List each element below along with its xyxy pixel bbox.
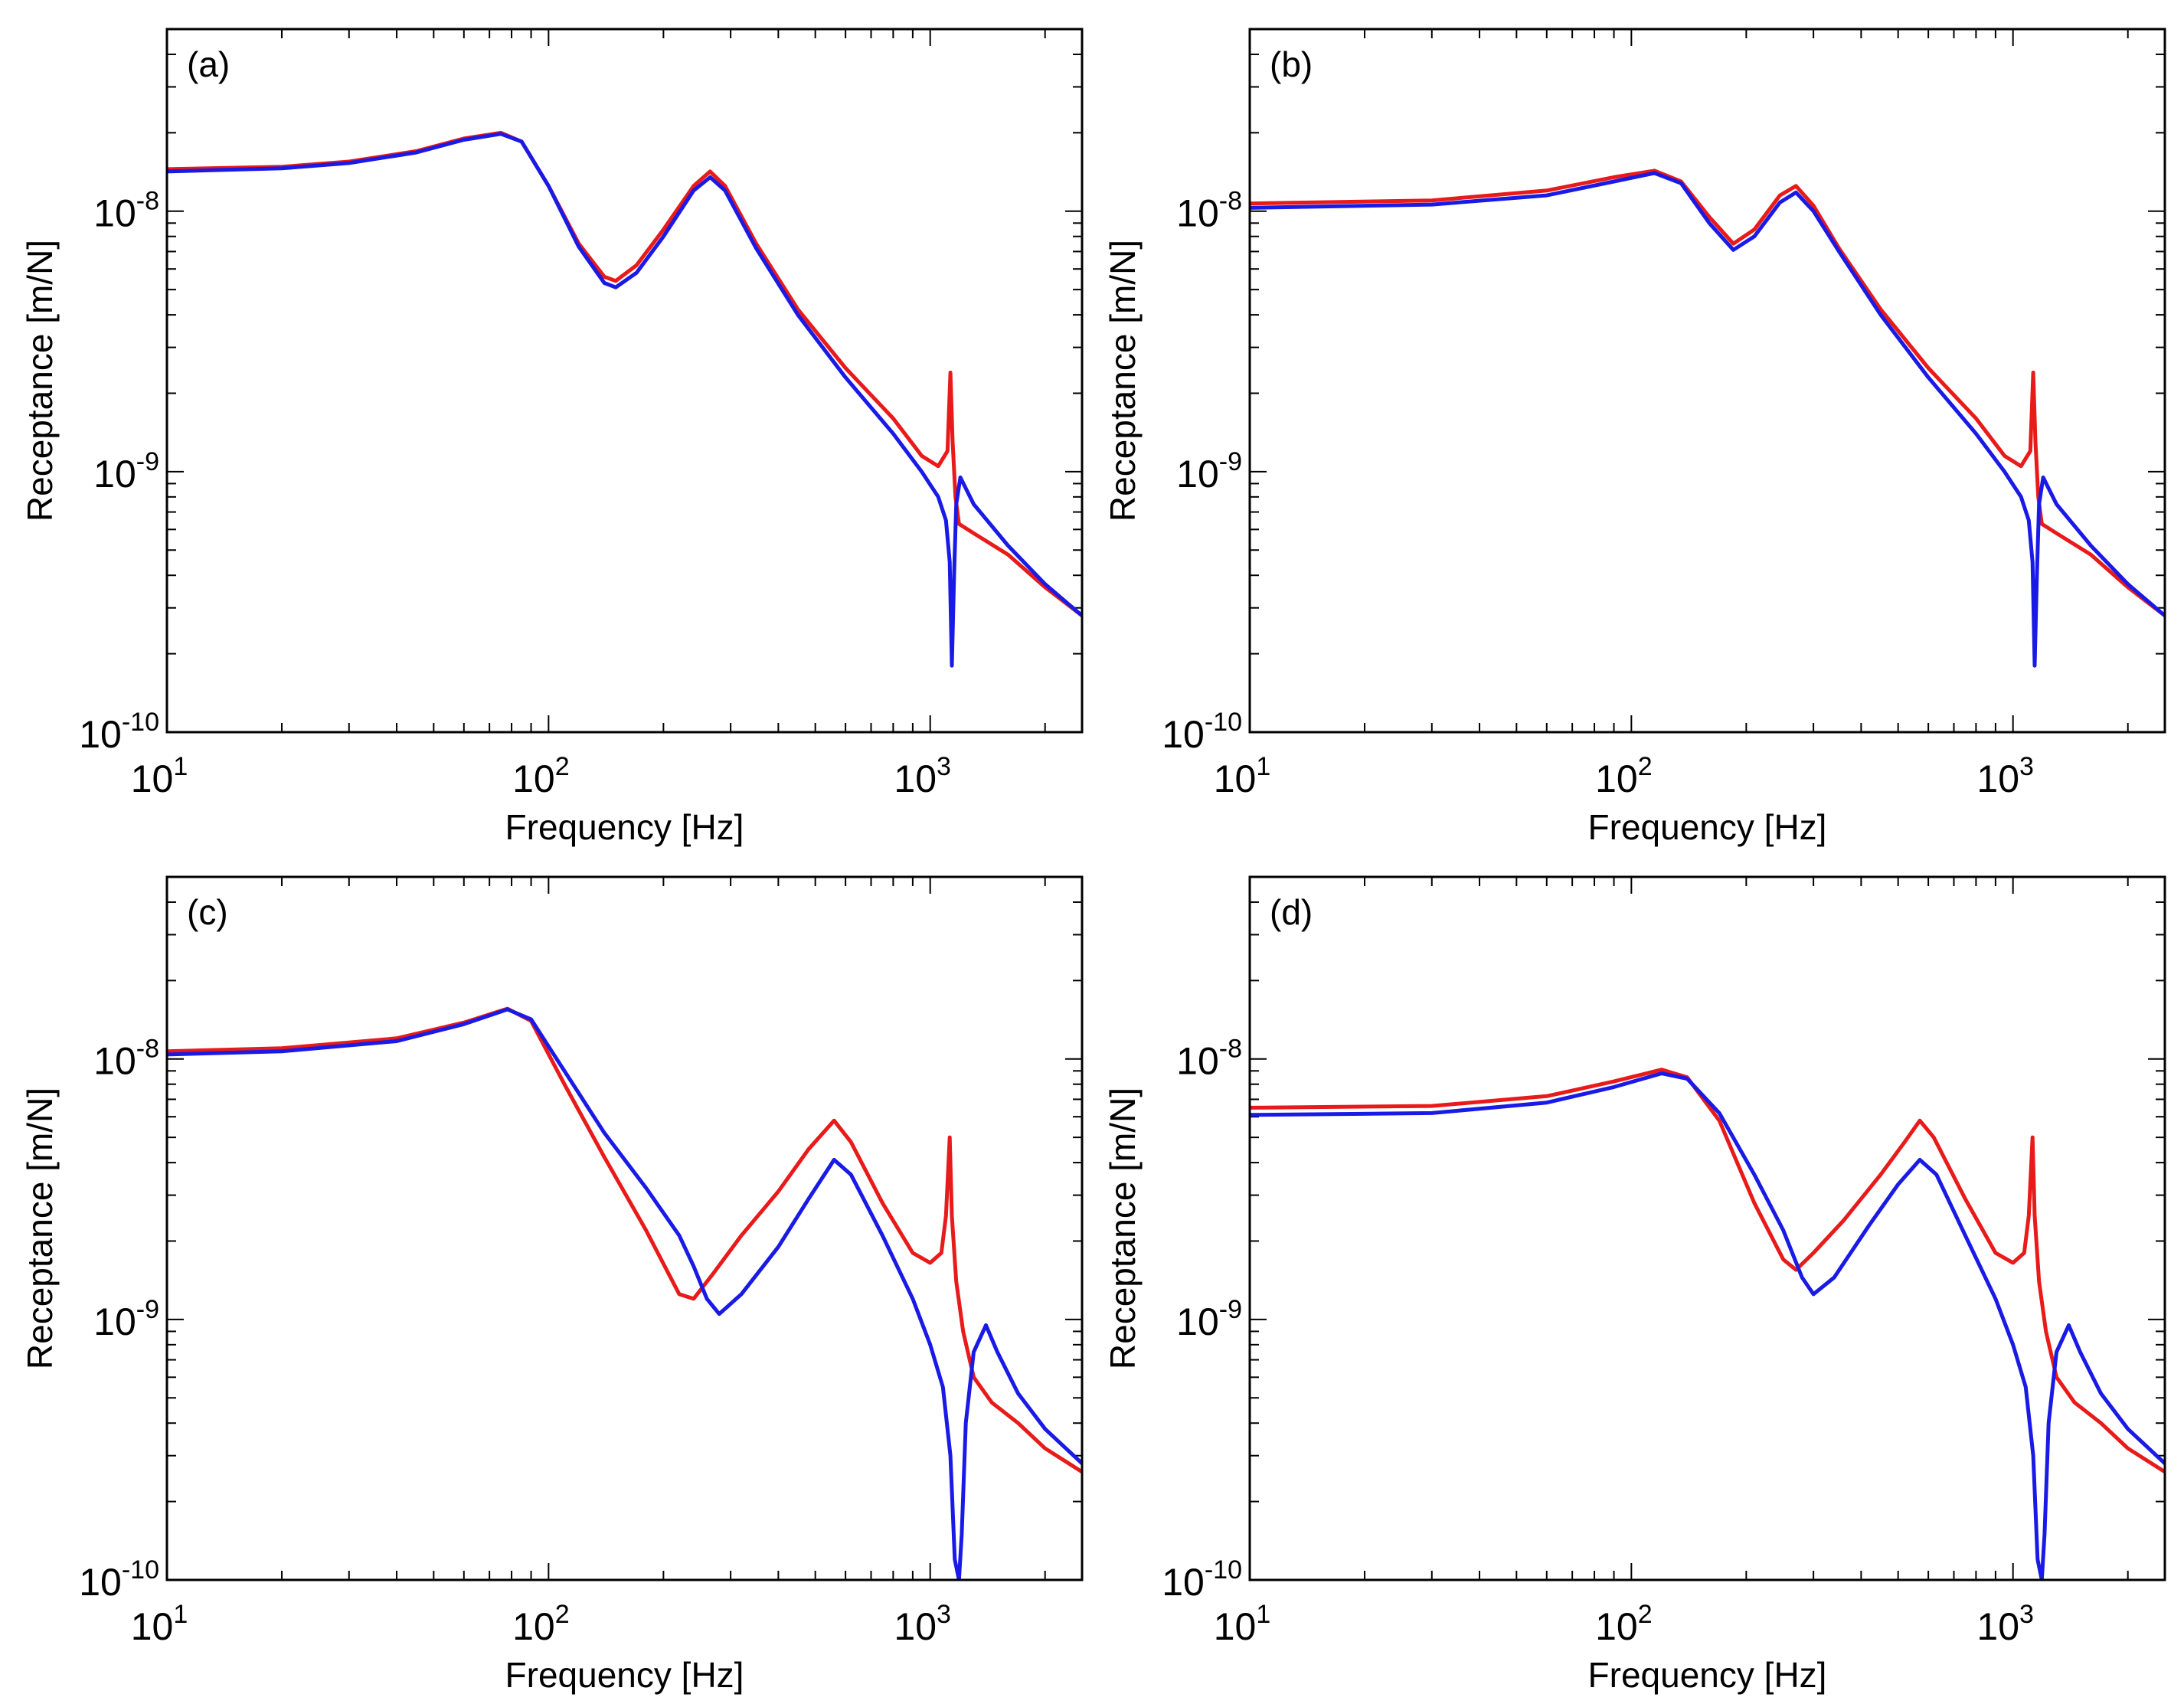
x-axis-label: Frequency [Hz] xyxy=(1588,807,1827,847)
x-axis-label: Frequency [Hz] xyxy=(505,1655,744,1695)
y-tick-label: 10-8 xyxy=(1176,1035,1242,1083)
x-tick-label: 101 xyxy=(1214,752,1271,800)
y-tick-label: 10-9 xyxy=(1176,447,1242,496)
series-line-red xyxy=(1250,168,2165,617)
y-tick-label: 10-9 xyxy=(93,1295,159,1343)
plot-frame xyxy=(1248,28,2166,734)
x-tick-label: 102 xyxy=(512,752,570,800)
x-tick-label: 101 xyxy=(1214,1600,1271,1648)
chart-panel-b: 101 102 103 10-10 10-9 10-8 Frequency [Hz] Rece… xyxy=(1103,28,2166,847)
y-tick-label: 10-8 xyxy=(93,187,159,235)
x-axis-label: Frequency [Hz] xyxy=(505,807,744,847)
plot-frame xyxy=(165,875,1084,1581)
x-tick-label: 102 xyxy=(1595,1600,1653,1648)
panel-label: (c) xyxy=(187,892,228,932)
series-line-blue xyxy=(1250,1071,2165,1580)
y-tick-label: 10-10 xyxy=(79,1555,159,1604)
y-tick-label: 10-10 xyxy=(1162,1555,1242,1604)
panel-label: (b) xyxy=(1270,44,1313,84)
y-tick-label: 10-8 xyxy=(93,1035,159,1083)
y-axis-label: Receptance [m/N] xyxy=(20,1087,60,1369)
chart-panel-a: 101 102 103 10-10 10-9 10-8 Frequency [Hz] Rece… xyxy=(20,28,1084,847)
plot-frame xyxy=(1248,875,2166,1581)
y-axis-label: Receptance [m/N] xyxy=(1103,240,1143,522)
x-tick-label: 102 xyxy=(1595,752,1653,800)
y-tick-label: 10-8 xyxy=(1176,187,1242,235)
y-tick-label: 10-9 xyxy=(93,447,159,496)
y-axis-label: Receptance [m/N] xyxy=(1103,1087,1143,1369)
chart-panel-d: 101 102 103 10-10 10-9 10-8 Frequency [Hz] Rece… xyxy=(1103,875,2166,1695)
chart-panel-c: 101 102 103 10-10 10-9 10-8 Frequency [Hz] Rece… xyxy=(20,875,1084,1695)
x-tick-label: 103 xyxy=(894,1600,951,1648)
x-tick-label: 103 xyxy=(894,752,951,800)
x-tick-label: 103 xyxy=(1976,752,2034,800)
x-tick-label: 101 xyxy=(131,752,188,800)
series-line-blue xyxy=(1250,171,2165,668)
panel-label: (a) xyxy=(187,44,230,84)
series-line-blue xyxy=(167,132,1082,668)
y-axis-label: Receptance [m/N] xyxy=(20,240,60,522)
x-tick-label: 103 xyxy=(1976,1600,2034,1648)
y-tick-label: 10-10 xyxy=(1162,708,1242,756)
panel-label: (d) xyxy=(1270,892,1313,932)
series-line-blue xyxy=(167,1007,1082,1580)
y-tick-label: 10-10 xyxy=(79,708,159,756)
x-axis-label: Frequency [Hz] xyxy=(1588,1655,1827,1695)
x-tick-label: 102 xyxy=(512,1600,570,1648)
x-tick-label: 101 xyxy=(131,1600,188,1648)
series-line-red xyxy=(167,130,1082,617)
y-tick-label: 10-9 xyxy=(1176,1295,1242,1343)
plot-frame xyxy=(165,28,1084,734)
